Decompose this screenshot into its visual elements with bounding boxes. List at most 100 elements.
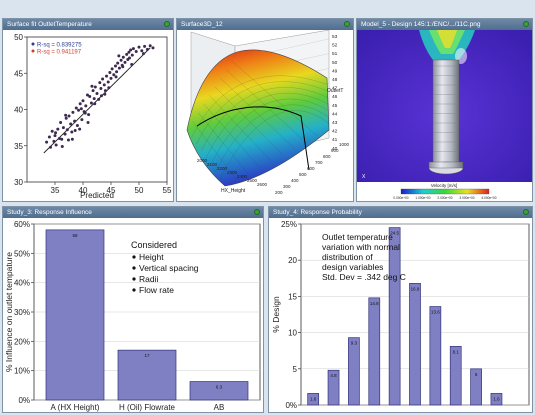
z-axis-label: OutletT — [327, 88, 343, 94]
scatter-point — [145, 47, 149, 51]
panel-status-icon[interactable] — [523, 21, 529, 27]
panel-status-icon[interactable] — [254, 209, 260, 215]
annotation-line: Std. Dev = .342 deg C — [322, 272, 406, 282]
scatter-point — [54, 131, 58, 135]
scatter-point — [52, 139, 56, 143]
surface-mesh — [186, 49, 330, 187]
scatter-point — [85, 93, 89, 97]
scatter-point — [103, 89, 107, 93]
scatter-point — [79, 107, 83, 111]
colorbar-label: Velocity [m/s] — [431, 183, 458, 188]
colorbar-tick-label: 3.000e+00 — [459, 196, 474, 200]
section-line — [196, 106, 310, 171]
scatter-point — [71, 110, 75, 114]
y-tick-label: 40 — [14, 106, 23, 115]
scatter-point — [78, 102, 82, 106]
colorbar-tick-label: 1.000e+00 — [415, 196, 430, 200]
x-tick-label: A (HX Height) — [51, 403, 100, 412]
bar — [348, 337, 360, 406]
y-tick-label: 60% — [14, 220, 30, 229]
scatter-point — [121, 55, 125, 59]
y-tick-label: 5 — [293, 365, 298, 374]
x-tick-label: 2500 — [247, 178, 258, 183]
x-tick-label: 2300 — [227, 170, 238, 175]
scatter-point — [64, 113, 68, 117]
bar-data-label: 1.6 — [493, 396, 500, 401]
scatter-point — [134, 50, 138, 53]
influence-panel-title: Study_3: Response Influence — [3, 207, 263, 218]
annotation-item: Height — [139, 252, 164, 262]
annotation-line: design variables — [322, 262, 383, 272]
x-tick-label: AB — [214, 403, 225, 412]
bullet-icon — [132, 277, 136, 281]
x-axis-label: Predicted — [80, 191, 114, 200]
x-tick-label: 45 — [107, 186, 116, 195]
scatter-point — [127, 50, 131, 54]
render-panel: Model_5 - Design 145:1:/ENC/.../11C.png … — [356, 18, 533, 202]
mesh-line — [209, 95, 272, 162]
scatter-point — [74, 106, 78, 110]
panel-status-icon[interactable] — [164, 21, 170, 27]
plot-area — [26, 36, 168, 183]
scatter-point — [97, 97, 101, 101]
panel-status-icon[interactable] — [523, 209, 529, 215]
z-tick-label: 44 — [332, 111, 338, 117]
bar — [490, 393, 503, 406]
surface-panel-title: Surface3D_12 — [177, 19, 353, 30]
panel-status-icon[interactable] — [344, 21, 350, 27]
bullet-icon — [132, 255, 136, 259]
scatter-point — [73, 129, 77, 133]
cfd-render-view: X Velocity [m/s] 0.000e+00 1.000e+00 2.000e+… — [357, 30, 532, 201]
x-tick-label: 2400 — [237, 174, 248, 179]
scatter-point — [54, 143, 58, 147]
scatter-point — [60, 144, 64, 148]
mesh-line — [192, 121, 237, 180]
scatter-point — [70, 137, 74, 141]
scatter-point — [73, 119, 77, 123]
scatter-point — [50, 129, 54, 133]
scatter-point — [130, 53, 134, 57]
z-tick-label: 41 — [332, 137, 338, 143]
y-tick-label: 400 — [291, 178, 299, 183]
y-tick-label: 15 — [288, 292, 297, 301]
scatter-point — [77, 108, 81, 112]
y-tick-label: 0% — [18, 396, 30, 405]
bar-data-label: 24.5 — [390, 231, 399, 236]
z-tick-label: 40 — [332, 146, 338, 152]
surface-3d-plot: 5352515049484746454443424140OutletT20002… — [186, 30, 350, 195]
z-tick-label: 45 — [332, 103, 338, 109]
y-tick-label: 30% — [14, 308, 30, 317]
scatter-point — [49, 145, 53, 149]
influence-bar-chart: 0% 10% 20% 30% 40% 50% 60% 58 A (HX Height) 17 H (… — [4, 220, 261, 412]
y-tick-label: 300 — [283, 184, 291, 189]
scatter-point — [141, 52, 145, 56]
scatter-point — [123, 60, 127, 64]
scatter-point — [113, 64, 117, 68]
probability-panel-title: Study_4: Response Probability — [269, 207, 532, 218]
y-tick-label: 500 — [299, 172, 307, 177]
bar — [470, 368, 482, 406]
scatter-point — [75, 123, 79, 127]
scatter-point — [119, 58, 123, 62]
y-tick-label: 45 — [14, 69, 23, 78]
scatter-point — [121, 65, 125, 69]
z-tick-label: 52 — [332, 43, 338, 49]
bar — [117, 349, 177, 401]
x-tick-label: 35 — [51, 186, 60, 195]
y-tick-label: 700 — [315, 160, 323, 165]
annotation-line: Outlet temperature — [322, 232, 393, 242]
scatter-point — [102, 83, 106, 87]
mesh-line — [203, 103, 260, 168]
scatter-point — [137, 45, 141, 49]
scatter-point — [140, 49, 144, 53]
annotation-title: Considered — [131, 240, 177, 250]
y-tick-label: 50 — [14, 33, 23, 42]
surface-panel: Surface3D_12 53 52 51 50 49 48 47 46 45 44 43 42 41 4… — [176, 18, 354, 202]
y-tick-label: 0% — [285, 401, 297, 410]
bar-data-label: 8.1 — [453, 349, 460, 354]
scatter-point — [131, 47, 135, 51]
mesh-line — [214, 86, 283, 155]
scatter-panel: Surface fit OutletTemperature 35 40 45 50 55… — [2, 18, 174, 202]
scatter-point — [114, 75, 118, 79]
y-tick-label: 40% — [14, 279, 30, 288]
